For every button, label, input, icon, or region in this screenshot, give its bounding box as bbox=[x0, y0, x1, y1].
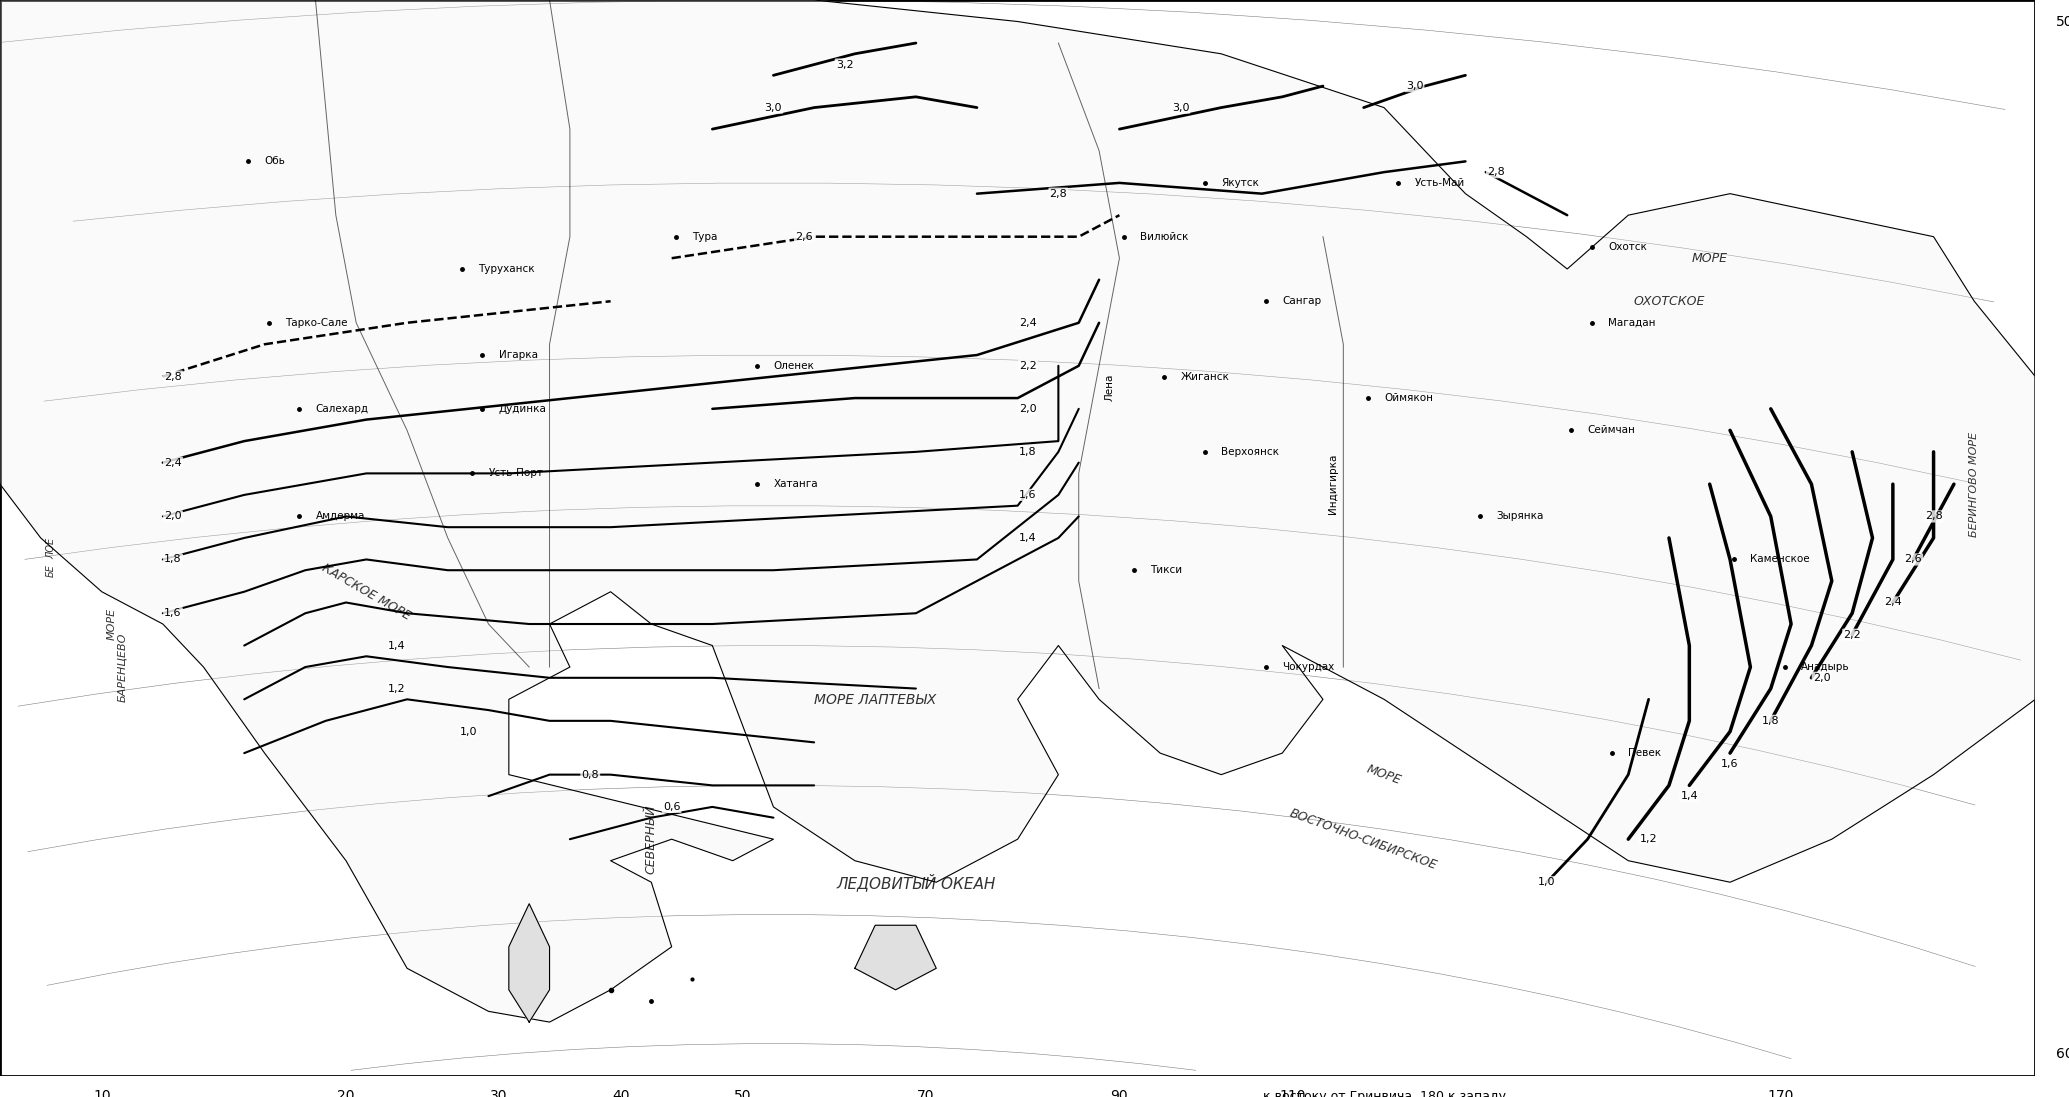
Text: 110: 110 bbox=[1279, 1089, 1306, 1097]
Text: Хатанга: Хатанга bbox=[774, 479, 817, 489]
Text: Обь: Обь bbox=[265, 157, 286, 167]
Text: Анадырь: Анадырь bbox=[1802, 663, 1850, 672]
Text: 1,2: 1,2 bbox=[1641, 834, 1657, 845]
Text: Певек: Певек bbox=[1628, 748, 1661, 758]
Text: 1,0: 1,0 bbox=[1537, 878, 1556, 887]
Text: Игарка: Игарка bbox=[499, 350, 538, 360]
Text: 2,0: 2,0 bbox=[1812, 672, 1831, 682]
Text: МОРЕ: МОРЕ bbox=[1366, 762, 1403, 787]
Text: 1,2: 1,2 bbox=[389, 683, 406, 693]
Polygon shape bbox=[509, 904, 550, 1022]
Text: 2,0: 2,0 bbox=[1020, 404, 1037, 414]
Text: 1,0: 1,0 bbox=[459, 726, 476, 736]
Text: 50: 50 bbox=[734, 1089, 751, 1097]
Text: Тикси: Тикси bbox=[1150, 565, 1181, 575]
Text: Вилюйск: Вилюйск bbox=[1140, 231, 1188, 241]
Text: МОРЕ ЛАПТЕВЫХ: МОРЕ ЛАПТЕВЫХ bbox=[813, 692, 937, 706]
Text: Сангар: Сангар bbox=[1283, 296, 1322, 306]
Text: 1,4: 1,4 bbox=[389, 641, 406, 651]
Text: 1,8: 1,8 bbox=[163, 554, 182, 565]
Text: 1,6: 1,6 bbox=[163, 608, 182, 619]
Text: ВОСТОЧНО-СИБИРСКОЕ: ВОСТОЧНО-СИБИРСКОЕ bbox=[1289, 806, 1440, 872]
Text: Чокурдах: Чокурдах bbox=[1283, 663, 1335, 672]
Text: 0,6: 0,6 bbox=[662, 802, 681, 812]
Text: Усть-Май: Усть-Май bbox=[1415, 178, 1465, 188]
Text: 2,2: 2,2 bbox=[1843, 630, 1860, 640]
Text: 1,8: 1,8 bbox=[1020, 446, 1037, 456]
Text: 1,4: 1,4 bbox=[1020, 533, 1037, 543]
Text: 10: 10 bbox=[93, 1089, 110, 1097]
Text: 1,6: 1,6 bbox=[1020, 490, 1037, 500]
Text: КАРСКОЕ МОРЕ: КАРСКОЕ МОРЕ bbox=[321, 561, 414, 622]
Text: 0,8: 0,8 bbox=[581, 770, 600, 780]
Text: БЕРИНГОВО МОРЕ: БЕРИНГОВО МОРЕ bbox=[1970, 431, 1980, 536]
Text: 20: 20 bbox=[337, 1089, 354, 1097]
Text: 90: 90 bbox=[1111, 1089, 1128, 1097]
Text: БЕ: БЕ bbox=[46, 564, 56, 577]
Text: 30: 30 bbox=[490, 1089, 507, 1097]
Text: Туруханск: Туруханск bbox=[478, 264, 536, 274]
Text: 2,8: 2,8 bbox=[163, 372, 182, 382]
Text: ОХОТСКОЕ: ОХОТСКОЕ bbox=[1632, 295, 1705, 308]
Text: Жиганск: Жиганск bbox=[1181, 372, 1229, 382]
Text: 40: 40 bbox=[612, 1089, 629, 1097]
Text: 1,8: 1,8 bbox=[1763, 716, 1779, 726]
Text: 2,2: 2,2 bbox=[1018, 361, 1037, 371]
Text: Индигирка: Индигирка bbox=[1328, 454, 1339, 514]
Text: Амдерма: Амдерма bbox=[314, 511, 364, 521]
Text: ЛОЕ: ЛОЕ bbox=[46, 539, 56, 559]
Text: 3,0: 3,0 bbox=[1171, 103, 1190, 113]
Text: Салехард: Салехард bbox=[314, 404, 368, 414]
Text: 2,6: 2,6 bbox=[794, 231, 813, 241]
Text: Тура: Тура bbox=[691, 231, 718, 241]
Text: 2,8: 2,8 bbox=[1488, 167, 1504, 177]
Text: 3,0: 3,0 bbox=[1405, 81, 1423, 91]
Text: БАРЕНЦЕВО: БАРЕНЦЕВО bbox=[118, 632, 126, 702]
Text: 50: 50 bbox=[2057, 14, 2069, 29]
Text: Лена: Лена bbox=[1105, 374, 1115, 402]
Text: Охотск: Охотск bbox=[1608, 242, 1647, 252]
Text: Сеймчан: Сеймчан bbox=[1587, 426, 1635, 436]
Text: ЛЕДОВИТЫЙ ОКЕАН: ЛЕДОВИТЫЙ ОКЕАН bbox=[836, 873, 995, 891]
Text: СЕВЕРНЫЙ: СЕВЕРНЫЙ bbox=[646, 804, 658, 874]
Text: МОРЕ: МОРЕ bbox=[1692, 251, 1728, 264]
Text: 2,4: 2,4 bbox=[1018, 318, 1037, 328]
Text: 2,4: 2,4 bbox=[1885, 598, 1901, 608]
Text: 1,4: 1,4 bbox=[1680, 791, 1699, 801]
Text: к востоку от Гринвича  180 к западу: к востоку от Гринвича 180 к западу bbox=[1262, 1089, 1506, 1097]
Text: Верхоянск: Верхоянск bbox=[1221, 446, 1279, 456]
Text: 70: 70 bbox=[917, 1089, 935, 1097]
Text: 2,0: 2,0 bbox=[163, 511, 182, 521]
Polygon shape bbox=[854, 925, 937, 989]
Text: МОРЕ: МОРЕ bbox=[108, 608, 118, 640]
Text: 60: 60 bbox=[2057, 1048, 2069, 1062]
Text: 2,6: 2,6 bbox=[1903, 554, 1922, 565]
Text: 3,2: 3,2 bbox=[836, 59, 854, 69]
Text: Магадан: Магадан bbox=[1608, 318, 1655, 328]
Text: Тарко-Сале: Тарко-Сале bbox=[286, 318, 348, 328]
Polygon shape bbox=[0, 0, 2036, 1022]
Text: Оймякон: Оймякон bbox=[1384, 393, 1434, 403]
Text: 1,6: 1,6 bbox=[1721, 759, 1738, 769]
Text: 2,8: 2,8 bbox=[1049, 189, 1068, 199]
Text: 170: 170 bbox=[1767, 1089, 1794, 1097]
Text: Дудинка: Дудинка bbox=[499, 404, 546, 414]
Text: Каменское: Каменское bbox=[1750, 554, 1810, 565]
Text: Оленек: Оленек bbox=[774, 361, 815, 371]
Text: 3,0: 3,0 bbox=[766, 103, 782, 113]
Text: 2,4: 2,4 bbox=[163, 457, 182, 467]
Text: Усть-Порт: Усть-Порт bbox=[488, 468, 544, 478]
Text: 2,8: 2,8 bbox=[1924, 511, 1943, 521]
Text: Якутск: Якутск bbox=[1221, 178, 1260, 188]
Text: Зырянка: Зырянка bbox=[1496, 511, 1543, 521]
